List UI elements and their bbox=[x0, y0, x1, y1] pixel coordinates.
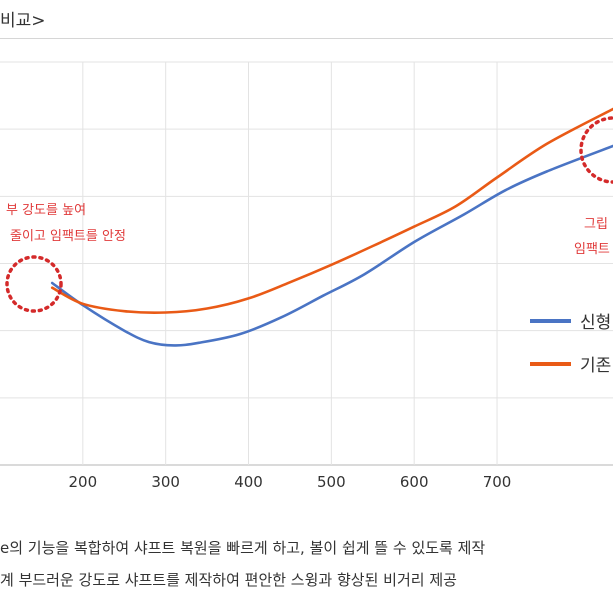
x-axis-ticks: 200 300 400 500 600 700 bbox=[69, 473, 512, 491]
annotation-left-line1: 부 강도를 높여 bbox=[6, 203, 86, 218]
legend-label-series-1: 신형 bbox=[580, 313, 611, 333]
x-tick-label: 300 bbox=[151, 473, 180, 491]
annotation-marker-left bbox=[5, 255, 63, 313]
grid bbox=[0, 61, 613, 466]
series-line-1 bbox=[50, 144, 613, 347]
description-line-2: 계 부드러운 강도로 샤프트를 제작하여 편안한 스윙과 향상된 비거리 제공 bbox=[0, 571, 457, 589]
series-lines bbox=[50, 107, 613, 347]
annotation-marker-right bbox=[579, 116, 613, 184]
series-line-2 bbox=[50, 107, 613, 315]
legend-label-series-2: 기존 bbox=[580, 356, 611, 376]
description-line-1: e의 기능을 복합하여 샤프트 복원을 빠르게 하고, 볼이 쉽게 뜰 수 있도… bbox=[0, 539, 486, 557]
x-tick-label: 400 bbox=[234, 473, 263, 491]
x-tick-label: 700 bbox=[483, 473, 512, 491]
header-divider bbox=[0, 38, 613, 39]
x-tick-label: 600 bbox=[400, 473, 429, 491]
legend: 신형 기존 bbox=[530, 313, 611, 376]
chart-title: 비교> bbox=[0, 11, 46, 31]
annotation-right-line2: 임팩트 bbox=[574, 242, 610, 257]
annotation-left-line2: 줄이고 임팩트를 안정 bbox=[10, 229, 126, 244]
x-tick-label: 200 bbox=[69, 473, 98, 491]
x-tick-label: 500 bbox=[317, 473, 346, 491]
annotation-right-line1: 그립 bbox=[584, 217, 608, 232]
